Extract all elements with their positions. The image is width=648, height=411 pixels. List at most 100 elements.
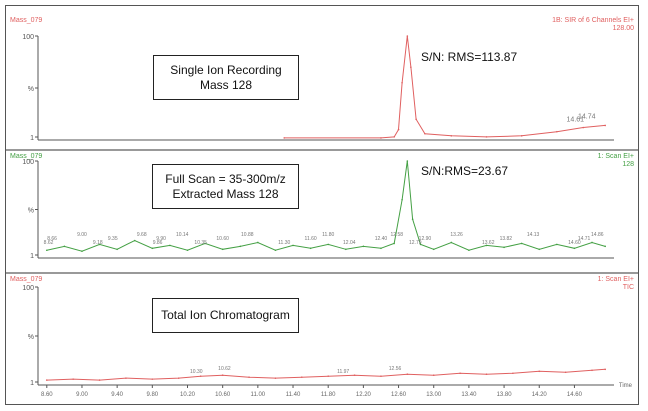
panel-1-peak-label-9: 10.35 [194,240,207,246]
panel-2-point-20 [564,371,567,374]
panel-0-point-2 [393,136,395,138]
panel-2-xtick-3: 9.80 [146,392,158,398]
panel-1-peak-label-20: 13.26 [450,232,463,238]
fullscan-annotation-line-2: Extracted Mass 128 [172,186,279,201]
panel-1-point-16 [327,243,329,246]
panel-2-xtick-13: 13.80 [497,392,513,398]
panel-1-point-10 [221,248,224,251]
panel-1-point-4 [116,248,118,251]
panel-0-point-10 [485,136,488,138]
panel-0-peak-label-1: 14.74 [578,113,596,120]
panel-0-point-0 [283,137,286,139]
panel-1-point-11 [239,245,242,248]
panel-1-point-30 [520,242,523,245]
panel-2-peak-label-3: 12.56 [389,366,402,372]
panel-2-point-15 [432,374,435,377]
panel-1-peak-label-13: 11.60 [305,236,317,242]
panel-2-point-3 [125,377,127,379]
panel-1-point-29 [503,246,505,249]
panel-1-point-6 [151,247,154,250]
panel-1-point-12 [257,241,259,244]
panel-1-point-26 [450,241,453,244]
panel-1-point-1 [63,245,66,248]
panel-0-point-8 [424,132,426,135]
panel-0-peak-label-0: 14.61 [567,116,585,123]
panel-2-peak-label-0: 10.30 [190,369,203,375]
panel-2-series-line [46,368,606,381]
panel-2-ytick-0: 100 [22,285,34,292]
panel-2-point-5 [177,377,180,379]
panel-0-header-right-2: 128.00 [613,25,635,32]
tic-annotation-box: Total Ion Chromatogram [152,298,299,333]
panel-1-point-35 [604,245,607,248]
panel-1-peak-label-5: 9.68 [137,232,147,238]
tic-annotation-line-1: Total Ion Chromatogram [161,308,290,322]
panel-1-peak-label-6: 9.86 [153,240,163,246]
panel-0-point-11 [520,135,523,137]
panel-2-xtick-11: 13.00 [426,392,442,398]
panel-1-peak-label-8: 10.14 [176,232,189,238]
panel-1-peak-label-25: 14.71 [578,236,591,242]
panel-1-ytick-0: 100 [22,159,34,166]
panel-2-xtick-10: 12.60 [391,392,407,398]
panel-2-point-9 [274,377,277,379]
panel-2-point-12 [353,374,356,377]
panel-2-xtick-5: 10.60 [215,392,231,398]
panel-1-peak-label-7: 9.90 [156,236,166,242]
panel-2-header-right-1: 1: Scan EI+ [598,276,634,283]
panel-1-peak-label-11: 10.88 [241,232,254,238]
panel-2-point-11 [327,375,329,377]
panel-1-point-20 [393,242,395,245]
panel-1-point-5 [133,239,136,242]
panel-1-peak-label-21: 13.62 [482,240,495,246]
panel-1-peak-label-2: 9.00 [77,232,87,238]
panel-2-point-8 [248,376,250,378]
panel-2-point-16 [459,372,461,375]
panel-1-point-33 [573,247,576,250]
sir-annotation-box: Single Ion Recording Mass 128 [153,55,299,100]
panel-1-point-9 [204,242,206,245]
panel-1-point-24 [419,243,422,246]
panel-1-point-22 [406,160,409,162]
panel-1-ytick-2: 1 [30,253,34,260]
panel-1-peak-label-1: 8.66 [47,236,57,242]
panel-2-peak-label-2: 11.97 [337,369,349,375]
panel-1-peak-label-3: 9.18 [93,240,103,246]
panel-0-point-12 [556,130,558,133]
panel-2-point-0 [45,379,48,381]
panel-0-header-left: Mass_079 [10,17,42,24]
panel-1-point-18 [362,245,365,248]
panel-1-point-25 [432,248,435,251]
panel-0-ytick-1: % [28,86,34,93]
panel-2-point-18 [512,372,514,375]
panel-0-header-right-1: 1B: SIR of 6 Channels EI+ [552,17,634,24]
panel-1-series-line [46,160,606,252]
panel-2-point-14 [406,373,409,376]
sir-annotation-line-2: Mass 128 [199,77,253,92]
panel-1-point-27 [468,249,470,252]
fullscan-sn-label: S/N:RMS=23.67 [421,164,509,178]
panel-1-point-2 [81,250,83,253]
panel-1-point-15 [309,247,312,250]
panel-1-peak-label-26: 14.86 [591,232,604,238]
panel-2-point-6 [199,375,202,377]
panel-2-point-4 [151,378,154,380]
panel-2-xtick-15: 14.60 [567,392,583,398]
panel-1-peak-label-12: 11.30 [278,240,290,246]
panel-2-xtick-1: 9.00 [76,392,88,398]
fullscan-annotation-line-1: Full Scan = 35-300m/z [165,171,286,186]
panel-1-point-17 [344,248,347,251]
panel-2-xtick-2: 9.40 [111,392,123,398]
panel-2-xtick-9: 12.20 [356,392,372,398]
panel-2-ytick-1: % [28,334,34,341]
panel-2-point-22 [604,368,607,371]
panel-0-point-13 [582,126,585,129]
panel-1-peak-label-14: 11.80 [322,232,334,238]
panel-2-header-left: Mass_079 [10,276,42,283]
panel-1-point-28 [485,244,488,247]
panel-1-point-31 [538,248,541,251]
panel-0-ytick-2: 1 [30,135,34,142]
panel-2-xtick-4: 10.20 [180,392,196,398]
panel-1-point-34 [591,241,593,244]
